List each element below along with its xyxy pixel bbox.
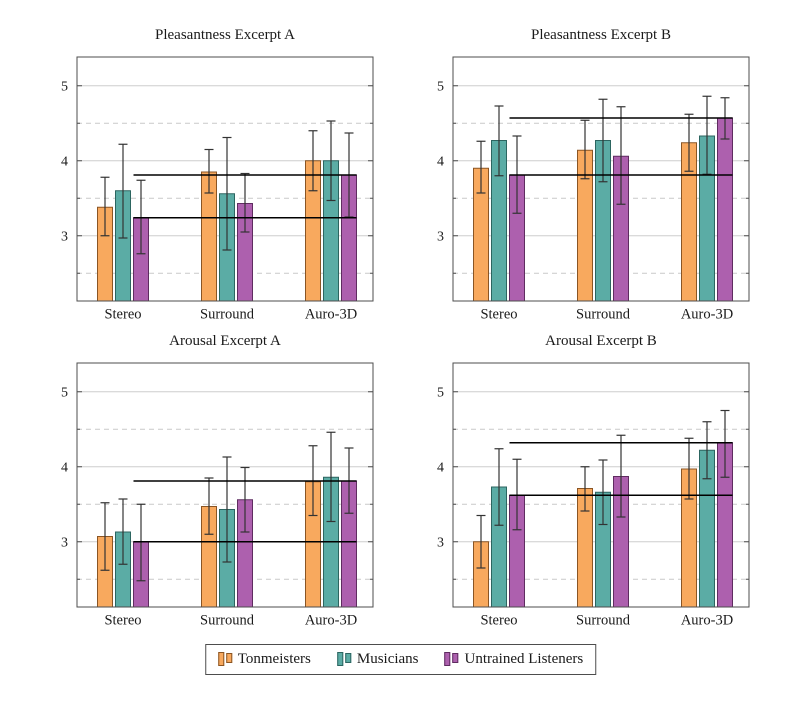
legend-item-untrained-listeners: Untrained Listeners (444, 651, 584, 667)
x-category-label: Surround (200, 307, 255, 323)
plot-title: Arousal Excerpt A (169, 333, 281, 349)
legend-item-musicians: Musicians (336, 651, 419, 667)
axis-frame (76, 56, 374, 302)
axis-frame (452, 56, 750, 302)
legend-swatch-tonmeisters-icon (217, 652, 233, 667)
plot-title: Pleasantness Excerpt B (531, 27, 671, 43)
legend-label: Tonmeisters (237, 651, 311, 667)
x-category-label: Surround (200, 613, 255, 629)
y-tick-label: 5 (61, 79, 68, 94)
x-category-label: Auro-3D (681, 613, 733, 629)
x-category-label: Stereo (480, 307, 517, 323)
swatch-bar (344, 653, 351, 663)
x-category-label: Surround (576, 613, 631, 629)
swatch-bar (225, 653, 232, 663)
x-category-label: Stereo (104, 307, 141, 323)
plot-area: 3 4 5 Stereo Surround Auro-3D (437, 56, 750, 323)
subplot-pleasantness-excerpt-b: Pleasantness Excerpt B 3 4 5 Stereo Surround… (421, 24, 771, 324)
axis-frame (76, 362, 374, 608)
x-category-label: Surround (576, 307, 631, 323)
legend-label: Musicians (356, 651, 419, 667)
plot-title: Arousal Excerpt B (545, 333, 657, 349)
subplot-pleasantness-excerpt-a: Pleasantness Excerpt A 3 4 5 Stereo Surround… (45, 24, 395, 324)
swatch-bar (217, 652, 224, 666)
subplot-arousal-excerpt-a: Arousal Excerpt A 3 4 5 Stereo Surround Auro-… (45, 330, 395, 630)
axis-frame (452, 362, 750, 608)
swatch-bar (444, 652, 451, 666)
swatch-bar (452, 653, 459, 663)
y-tick-label: 3 (61, 535, 68, 550)
y-tick-label: 4 (437, 460, 444, 475)
bar (717, 117, 733, 302)
plot-title: Pleasantness Excerpt A (155, 27, 295, 43)
x-category-label: Auro-3D (305, 307, 357, 323)
legend-item-tonmeisters: Tonmeisters (217, 651, 311, 667)
swatch-bar (336, 652, 343, 666)
y-tick-label: 4 (61, 460, 68, 475)
y-tick-label: 5 (437, 385, 444, 400)
plot-area: 3 4 5 Stereo Surround Auro-3D (437, 362, 750, 629)
y-tick-label: 5 (437, 79, 444, 94)
y-tick-label: 4 (437, 154, 444, 169)
y-tick-label: 5 (61, 385, 68, 400)
y-tick-label: 3 (61, 229, 68, 244)
subplot-arousal-excerpt-b: Arousal Excerpt B 3 4 5 Stereo Surround Auro-… (421, 330, 771, 630)
x-category-label: Stereo (104, 613, 141, 629)
x-category-label: Auro-3D (681, 307, 733, 323)
y-tick-label: 3 (437, 229, 444, 244)
legend-label: Untrained Listeners (464, 651, 584, 667)
legend-swatch-untrained-listeners-icon (444, 652, 460, 667)
plot-area: 3 4 5 Stereo Surround Auro-3D (61, 362, 374, 629)
legend: Tonmeisters Musicians Untrained Listener… (204, 644, 597, 675)
plot-area: 3 4 5 Stereo Surround Auro-3D (61, 56, 374, 323)
legend-swatch-musicians-icon (336, 652, 352, 667)
y-tick-label: 4 (61, 154, 68, 169)
y-tick-label: 3 (437, 535, 444, 550)
x-category-label: Auro-3D (305, 613, 357, 629)
x-category-label: Stereo (480, 613, 517, 629)
